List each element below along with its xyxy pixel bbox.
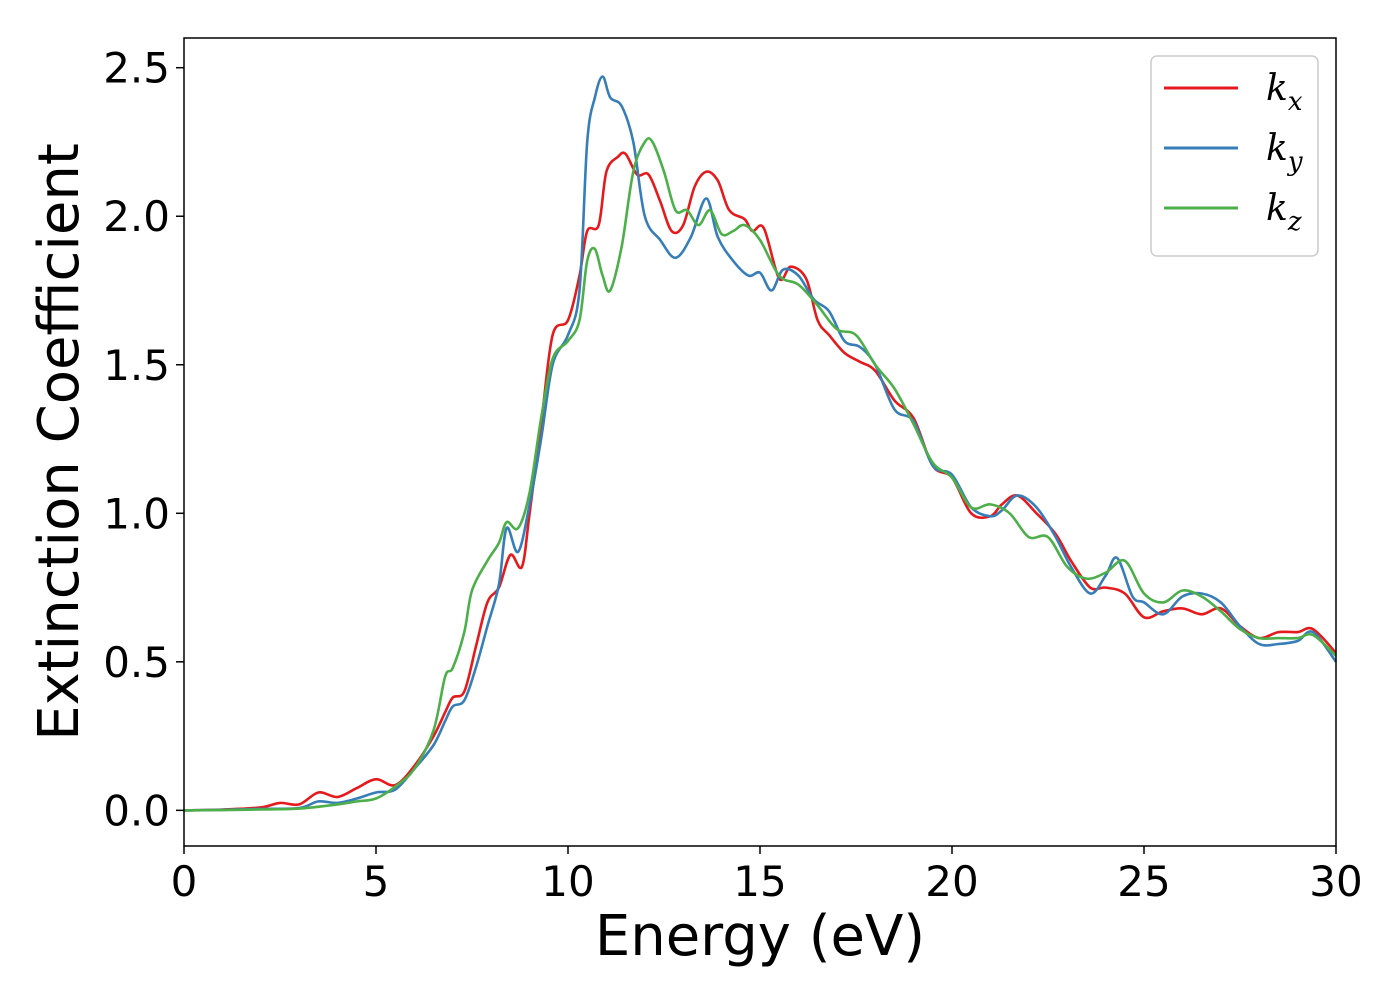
x-axis-ticks: 0 5 10 15 20 25 30: [171, 846, 1363, 906]
legend-label-subscript: y: [1287, 147, 1303, 177]
series-line-kx: [183, 151, 1337, 812]
x-tick-label: 5: [363, 857, 390, 906]
x-tick-label: 25: [1117, 857, 1170, 906]
legend-label-subscript: z: [1287, 207, 1302, 237]
y-tick-label: 1.5: [103, 341, 170, 390]
x-tick-label: 10: [541, 857, 594, 906]
x-tick-label: 30: [1309, 857, 1362, 906]
x-tick-label: 0: [171, 857, 198, 906]
x-tick-label: 15: [733, 857, 786, 906]
legend-label-subscript: x: [1288, 87, 1303, 117]
series-line-kz: [183, 136, 1337, 812]
y-tick-label: 0.5: [103, 638, 170, 687]
y-axis-title: Extinction Coefficient: [27, 143, 92, 741]
y-tick-label: 0.0: [103, 786, 170, 835]
y-tick-label: 1.0: [103, 489, 170, 538]
series-line-ky: [183, 75, 1338, 812]
legend-box: [1150, 55, 1319, 257]
series-layer: [183, 75, 1338, 812]
y-tick-label: 2.0: [103, 192, 170, 241]
x-tick-label: 20: [925, 857, 978, 906]
y-axis-ticks: 0.0 0.5 1.0 1.5 2.0 2.5: [103, 44, 184, 835]
y-tick-label: 2.5: [103, 44, 170, 93]
x-axis-title: Energy (eV): [595, 904, 925, 969]
